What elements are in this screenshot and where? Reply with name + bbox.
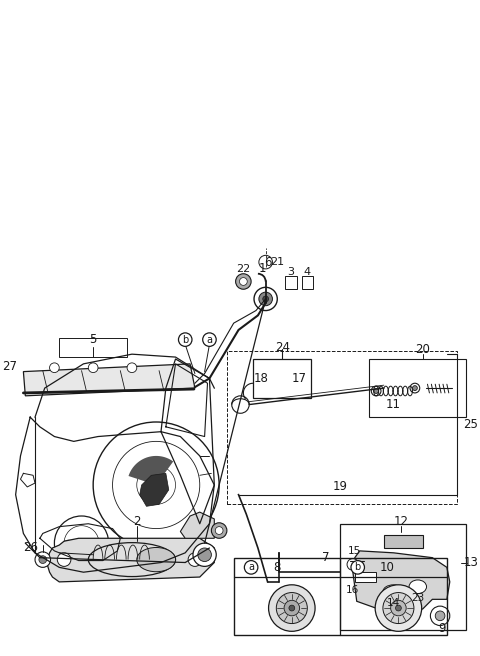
- Bar: [285, 276, 297, 289]
- Bar: [355, 572, 376, 582]
- Text: b: b: [182, 335, 188, 344]
- Circle shape: [215, 527, 223, 535]
- Circle shape: [49, 363, 59, 373]
- Circle shape: [61, 541, 77, 556]
- Bar: [227, 351, 456, 504]
- Circle shape: [374, 388, 379, 394]
- Text: 15: 15: [348, 546, 361, 556]
- Text: 25: 25: [463, 419, 478, 432]
- Text: 21: 21: [270, 257, 284, 267]
- Text: 9: 9: [438, 622, 446, 635]
- Circle shape: [269, 584, 315, 631]
- Circle shape: [39, 556, 47, 564]
- Bar: [253, 359, 311, 398]
- Circle shape: [259, 292, 273, 306]
- Circle shape: [347, 559, 359, 570]
- Circle shape: [431, 606, 450, 626]
- Circle shape: [284, 600, 300, 616]
- Text: 22: 22: [236, 264, 251, 274]
- Ellipse shape: [88, 543, 176, 577]
- Polygon shape: [24, 364, 195, 396]
- Circle shape: [391, 600, 406, 616]
- Circle shape: [188, 553, 202, 566]
- Text: 11: 11: [386, 398, 401, 411]
- Text: 24: 24: [275, 341, 289, 354]
- Text: 14: 14: [387, 598, 400, 608]
- Text: 13: 13: [464, 556, 479, 569]
- Text: 18: 18: [253, 372, 268, 385]
- Circle shape: [254, 287, 277, 310]
- Text: 17: 17: [292, 372, 307, 385]
- Polygon shape: [140, 474, 169, 506]
- Circle shape: [240, 277, 247, 285]
- Circle shape: [193, 543, 216, 566]
- Text: b: b: [355, 562, 361, 572]
- Circle shape: [276, 592, 307, 624]
- Text: 20: 20: [415, 343, 430, 356]
- Text: 10: 10: [379, 561, 394, 574]
- Text: 1: 1: [259, 262, 266, 276]
- Text: 6: 6: [264, 256, 271, 268]
- Text: 27: 27: [2, 360, 18, 373]
- Circle shape: [412, 386, 417, 390]
- Circle shape: [236, 274, 251, 289]
- Circle shape: [57, 553, 71, 566]
- Circle shape: [35, 552, 50, 567]
- Circle shape: [232, 396, 249, 413]
- Ellipse shape: [137, 548, 176, 572]
- Text: 4: 4: [304, 267, 311, 277]
- Circle shape: [435, 611, 445, 621]
- Circle shape: [383, 592, 414, 624]
- Polygon shape: [353, 551, 450, 611]
- Text: 26: 26: [23, 541, 37, 554]
- Polygon shape: [47, 539, 214, 582]
- Circle shape: [410, 383, 420, 393]
- Text: a: a: [248, 562, 254, 572]
- Polygon shape: [384, 535, 423, 548]
- Text: 23: 23: [411, 594, 424, 604]
- Circle shape: [259, 255, 273, 269]
- Bar: [369, 359, 466, 417]
- Text: 19: 19: [333, 480, 348, 493]
- Polygon shape: [180, 512, 214, 539]
- Bar: [234, 558, 447, 635]
- Text: 3: 3: [288, 267, 294, 277]
- Text: 12: 12: [394, 516, 409, 528]
- Circle shape: [88, 363, 98, 373]
- Polygon shape: [129, 456, 173, 485]
- Circle shape: [263, 296, 269, 302]
- Text: 16: 16: [346, 584, 360, 594]
- Circle shape: [198, 548, 211, 562]
- Circle shape: [375, 584, 421, 631]
- Circle shape: [211, 523, 227, 539]
- Ellipse shape: [383, 584, 404, 598]
- Circle shape: [372, 386, 381, 396]
- Circle shape: [289, 605, 295, 611]
- Circle shape: [396, 605, 401, 611]
- Text: 5: 5: [89, 333, 97, 346]
- Text: 8: 8: [274, 561, 281, 574]
- Text: a: a: [206, 335, 213, 344]
- Text: 2: 2: [133, 516, 141, 528]
- Ellipse shape: [409, 580, 427, 594]
- Text: 7: 7: [322, 551, 329, 564]
- Circle shape: [127, 363, 137, 373]
- Bar: [301, 276, 313, 289]
- Bar: [340, 523, 466, 630]
- Bar: [59, 338, 127, 357]
